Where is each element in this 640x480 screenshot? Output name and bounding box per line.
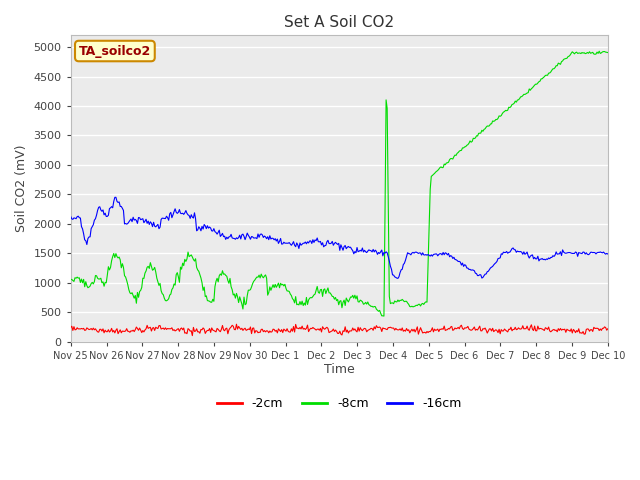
Title: Set A Soil CO2: Set A Soil CO2 — [284, 15, 394, 30]
X-axis label: Time: Time — [324, 363, 355, 376]
Text: TA_soilco2: TA_soilco2 — [79, 45, 151, 58]
Legend: -2cm, -8cm, -16cm: -2cm, -8cm, -16cm — [212, 392, 467, 415]
Y-axis label: Soil CO2 (mV): Soil CO2 (mV) — [15, 144, 28, 232]
